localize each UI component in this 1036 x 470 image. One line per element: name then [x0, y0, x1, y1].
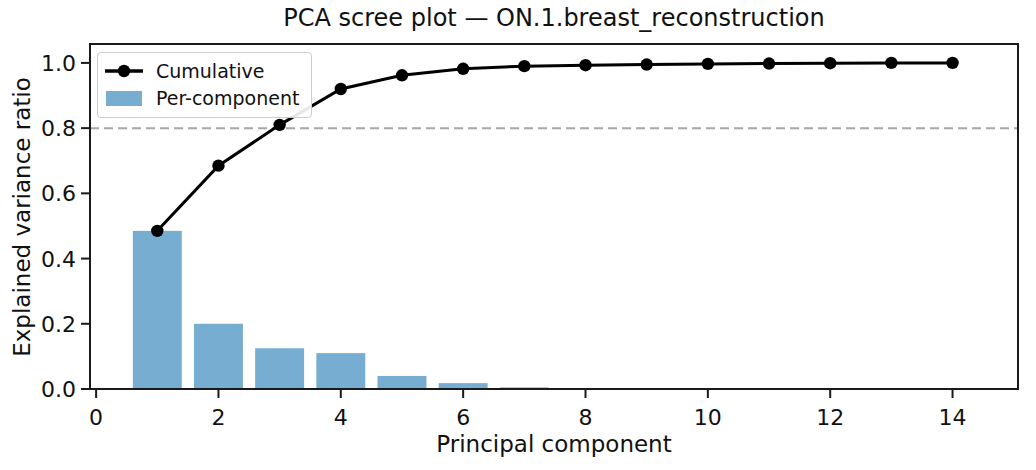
cumulative-point-pc1: [151, 225, 163, 237]
pca-scree-plot-figure: 0 2 4 6 8 10 12 14 0.0 0.2 0.4 0.6 0.8 1.0 PCA scree …: [0, 0, 1036, 470]
bar-pc3: [255, 348, 304, 389]
y-tick-label-0.2: 0.2: [41, 312, 76, 337]
cumulative-point-pc9: [640, 58, 652, 70]
legend-item-cumulative: Cumulative: [105, 58, 299, 84]
cumulative-point-pc8: [579, 59, 591, 71]
x-tick-label-0: 0: [89, 405, 103, 430]
cumulative-point-pc10: [702, 58, 714, 70]
cumulative-point-pc5: [396, 69, 408, 81]
cumulative-point-pc12: [824, 57, 836, 69]
bar-pc5: [378, 376, 427, 389]
cumulative-point-pc11: [763, 57, 775, 69]
x-axis-label: Principal component: [90, 431, 1018, 457]
x-tick-label-10: 10: [694, 405, 722, 430]
legend: Cumulative Per-component: [97, 52, 312, 118]
legend-item-per-component: Per-component: [105, 85, 299, 111]
cumulative-point-pc3: [273, 119, 285, 131]
x-tick-label-12: 12: [816, 405, 844, 430]
x-tick-label-8: 8: [579, 405, 593, 430]
bar-pc4: [316, 353, 365, 389]
cumulative-point-pc2: [212, 159, 224, 171]
y-axis-label: Explained variance ratio: [9, 77, 35, 357]
y-tick-label-0.6: 0.6: [41, 181, 76, 206]
per-component-swatch-icon: [105, 91, 143, 106]
legend-label-cumulative: Cumulative: [156, 60, 264, 82]
cumulative-point-pc13: [885, 57, 897, 69]
cumulative-point-pc7: [518, 60, 530, 72]
y-tick-label-0.0: 0.0: [41, 377, 76, 402]
cumulative-point-pc6: [457, 63, 469, 75]
cumulative-point-pc4: [335, 83, 347, 95]
x-tick-label-14: 14: [939, 405, 967, 430]
x-tick-label-2: 2: [211, 405, 225, 430]
x-tick-label-6: 6: [456, 405, 470, 430]
cumulative-point-pc14: [946, 57, 958, 69]
cumulative-line-marker-icon: [105, 62, 143, 80]
bar-pc2: [194, 324, 243, 389]
y-tick-label-0.4: 0.4: [41, 247, 76, 272]
bar-pc1: [133, 231, 182, 389]
chart-title: PCA scree plot — ON.1.breast_reconstruct…: [90, 4, 1018, 32]
y-tick-label-0.8: 0.8: [41, 116, 76, 141]
x-tick-label-4: 4: [334, 405, 348, 430]
legend-label-per-component: Per-component: [156, 87, 299, 109]
y-tick-label-1.0: 1.0: [41, 51, 76, 76]
